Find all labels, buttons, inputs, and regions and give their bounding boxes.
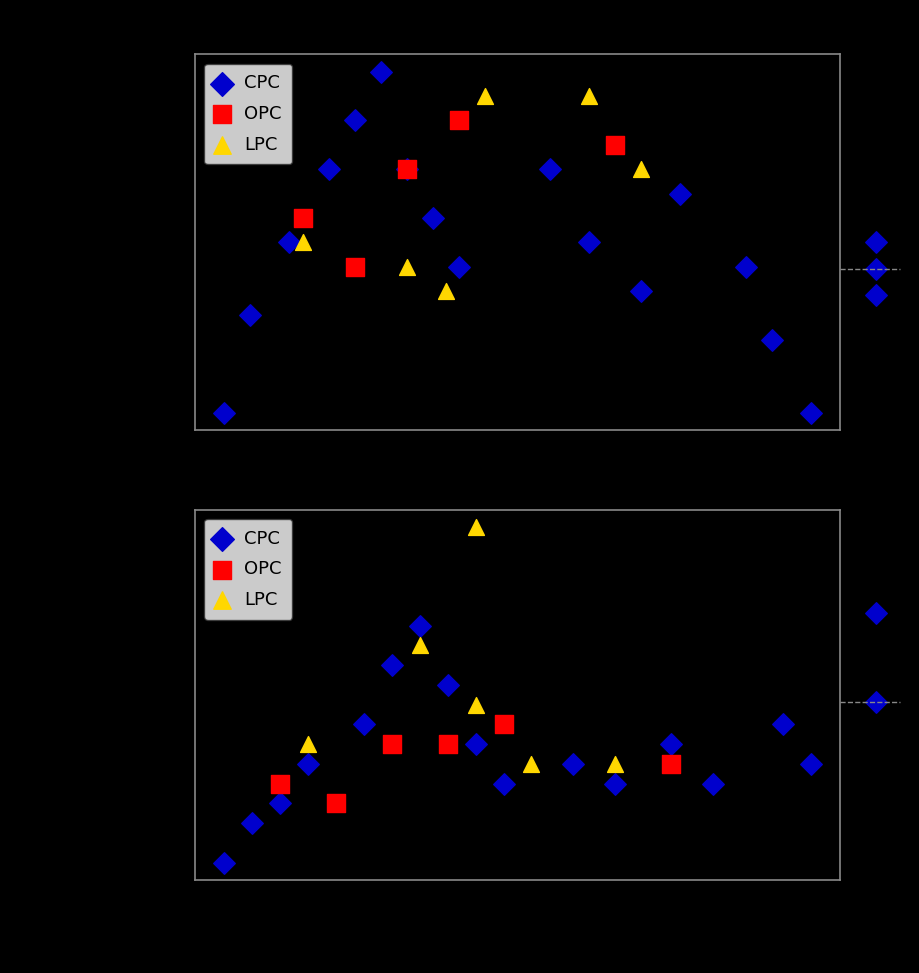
LPC	[607, 756, 622, 772]
OPC	[295, 210, 310, 226]
CPC	[273, 796, 288, 811]
CPC	[775, 716, 789, 732]
OPC	[328, 796, 343, 811]
LPC	[633, 162, 648, 177]
LPC	[438, 283, 453, 299]
CPC	[301, 756, 315, 772]
LPC	[524, 756, 539, 772]
CPC	[802, 405, 817, 420]
Point	[868, 695, 882, 710]
CPC	[440, 677, 455, 693]
OPC	[399, 162, 414, 177]
LPC	[468, 519, 482, 534]
CPC	[542, 162, 557, 177]
CPC	[321, 162, 335, 177]
CPC	[346, 113, 361, 128]
CPC	[282, 234, 297, 250]
CPC	[425, 210, 439, 226]
Point	[868, 605, 882, 621]
CPC	[705, 775, 720, 791]
LPC	[295, 234, 310, 250]
Legend: CPC, OPC, LPC: CPC, OPC, LPC	[204, 519, 292, 620]
OPC	[346, 259, 361, 274]
CPC	[217, 405, 232, 420]
CPC	[737, 259, 752, 274]
CPC	[399, 162, 414, 177]
LPC	[412, 637, 426, 653]
CPC	[802, 756, 817, 772]
CPC	[357, 716, 371, 732]
CPC	[581, 234, 596, 250]
Point	[868, 261, 882, 276]
CPC	[384, 658, 399, 673]
Point	[868, 234, 882, 250]
LPC	[581, 89, 596, 104]
CPC	[495, 775, 510, 791]
OPC	[451, 113, 466, 128]
CPC	[244, 815, 259, 831]
LPC	[301, 737, 315, 752]
OPC	[440, 737, 455, 752]
LPC	[399, 259, 414, 274]
LPC	[468, 697, 482, 712]
CPC	[764, 332, 778, 347]
CPC	[451, 259, 466, 274]
OPC	[384, 737, 399, 752]
LPC	[477, 89, 492, 104]
CPC	[633, 283, 648, 299]
Point	[868, 287, 882, 303]
CPC	[243, 307, 257, 323]
OPC	[495, 716, 510, 732]
Legend: CPC, OPC, LPC: CPC, OPC, LPC	[204, 63, 292, 164]
CPC	[673, 186, 687, 201]
OPC	[663, 756, 677, 772]
OPC	[273, 775, 288, 791]
CPC	[565, 756, 580, 772]
CPC	[468, 737, 482, 752]
CPC	[373, 64, 388, 80]
CPC	[607, 775, 622, 791]
CPC	[663, 737, 677, 752]
OPC	[607, 137, 622, 153]
CPC	[412, 618, 426, 633]
CPC	[217, 855, 232, 871]
